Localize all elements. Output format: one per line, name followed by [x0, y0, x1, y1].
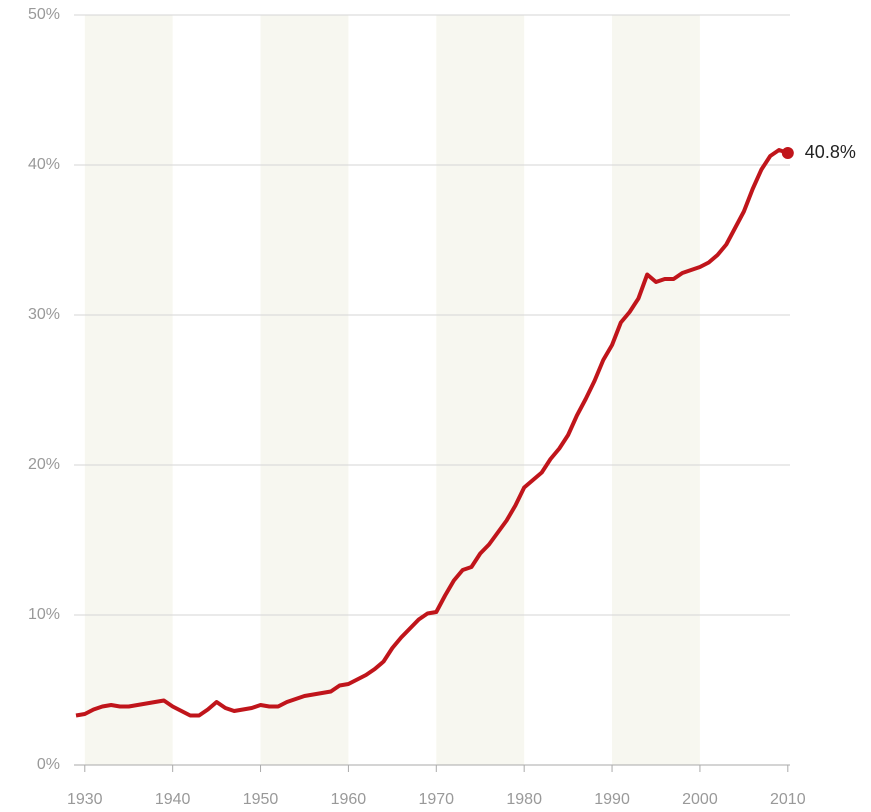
x-tick-label: 1930 — [67, 791, 103, 808]
x-tick-label: 1990 — [594, 791, 630, 808]
x-tick-label: 1980 — [506, 791, 542, 808]
x-tick-label: 2010 — [770, 791, 806, 808]
value-label: 40.8% — [805, 142, 856, 162]
x-tick-label: 1970 — [418, 791, 454, 808]
series-line — [75, 148, 789, 718]
decade-band — [436, 15, 525, 765]
y-tick-label: 50% — [28, 6, 60, 23]
decade-band — [260, 15, 349, 765]
x-tick-label: 2000 — [682, 791, 718, 808]
x-tick-label: 1950 — [243, 791, 279, 808]
end-point — [781, 147, 794, 159]
y-tick-label: 40% — [28, 156, 60, 173]
y-tick-label: 0% — [37, 756, 60, 773]
x-tick-label: 1960 — [331, 791, 367, 808]
y-tick-label: 20% — [28, 456, 60, 473]
decade-band — [612, 15, 700, 765]
decade-band — [84, 15, 173, 765]
y-tick-label: 10% — [28, 606, 60, 623]
x-tick-label: 1940 — [155, 791, 191, 808]
y-tick-label: 30% — [28, 306, 60, 323]
